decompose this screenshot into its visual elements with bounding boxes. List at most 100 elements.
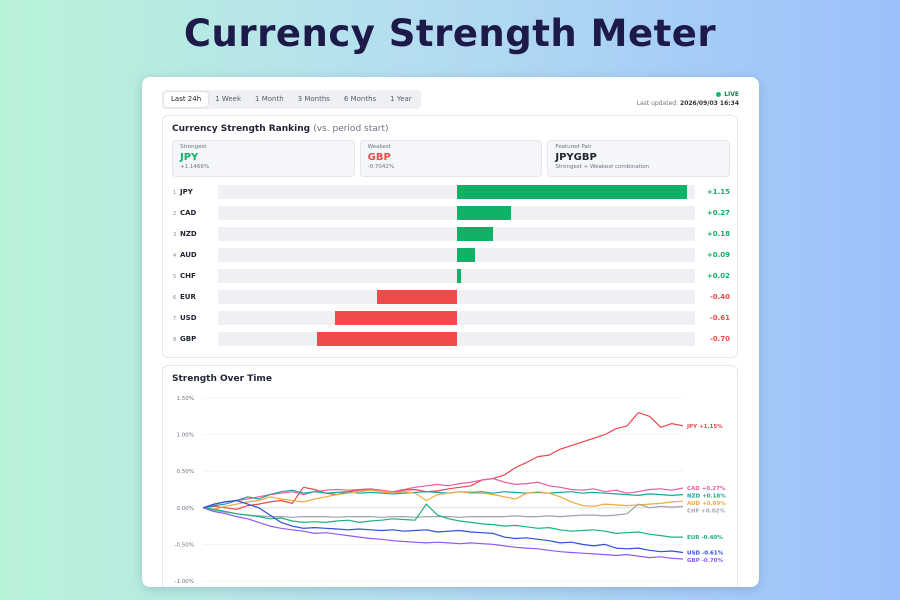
y-tick-label: -1.00% xyxy=(175,579,194,585)
rank-number: 3 xyxy=(173,232,177,238)
rank-number: 2 xyxy=(173,211,177,217)
series-end-label-cad: CAD +0.27% xyxy=(687,486,726,492)
rank-bar-gbp xyxy=(316,332,457,346)
weakest-change: -0.7042% xyxy=(367,164,395,170)
rank-row-nzd: 3 NZD +0.18 xyxy=(172,226,730,247)
live-indicator: LIVE xyxy=(637,91,739,98)
rank-row-cad: 2 CAD +0.27 xyxy=(172,205,730,226)
live-dot-icon xyxy=(716,92,722,97)
series-end-label-chf: CHF +0.02% xyxy=(687,509,725,515)
rank-currency: CAD xyxy=(180,209,197,217)
series-line-nzd[interactable] xyxy=(202,489,684,509)
rank-row-gbp: 8 GBP -0.70 xyxy=(172,331,730,352)
tab-3-months[interactable]: 3 Months xyxy=(297,95,330,103)
strength-chart-card: Strength Over Time 1.50% 1.00% 0.50% 0.00% -… xyxy=(162,365,738,587)
rank-number: 7 xyxy=(173,316,177,322)
series-line-usd[interactable] xyxy=(202,499,684,554)
strongest-box: Strongest JPY +1.1466% xyxy=(172,140,355,177)
y-tick-label: 1.50% xyxy=(177,396,194,402)
rank-bar-track xyxy=(218,269,695,283)
rank-number: 8 xyxy=(173,337,177,343)
y-tick-label: 0.50% xyxy=(177,469,194,475)
rank-currency: NZD xyxy=(180,230,197,238)
rank-bar-jpy xyxy=(456,185,687,199)
y-tick-label: 0.00% xyxy=(177,506,194,512)
rank-currency: GBP xyxy=(180,335,197,343)
rank-value: +0.09 xyxy=(706,251,730,259)
series-line-eur[interactable] xyxy=(202,503,683,538)
strongest-change: +1.1466% xyxy=(180,164,210,170)
period-tabs: Last 24h 1 Week 1 Month 3 Months 6 Month… xyxy=(162,90,421,109)
rank-number: 6 xyxy=(173,295,177,301)
rank-bar-eur xyxy=(376,290,457,304)
tab-last-24h[interactable]: Last 24h xyxy=(164,92,209,107)
ranking-list: 1 JPY +1.15 2 CAD +0.27 3 NZD +0.18 4 AUD +0.09 5 CHF… xyxy=(172,184,730,352)
rank-currency: CHF xyxy=(180,272,196,280)
ranking-title-text: Currency Strength Ranking xyxy=(172,124,311,134)
rank-row-eur: 6 EUR -0.40 xyxy=(172,289,730,310)
tab-6-months[interactable]: 6 Months xyxy=(343,95,377,103)
rank-row-usd: 7 USD -0.61 xyxy=(172,310,730,331)
featured-label: Featured Pair xyxy=(555,144,592,150)
rank-bar-track xyxy=(218,206,695,220)
series-line-chf[interactable] xyxy=(202,503,684,518)
series-end-label-nzd: NZD +0.18% xyxy=(687,494,726,500)
rank-value: -0.61 xyxy=(709,314,730,322)
summary-boxes: Strongest JPY +1.1466% Weakest GBP -0.70… xyxy=(172,140,731,177)
rank-bar-track xyxy=(218,185,695,199)
series-line-jpy[interactable] xyxy=(202,411,684,510)
rank-currency: EUR xyxy=(180,293,196,301)
rank-bar-nzd xyxy=(456,227,493,241)
rank-bar-cad xyxy=(456,206,511,220)
status-area: LIVE Last updated: 2026/09/03 16:34 xyxy=(637,91,739,107)
series-line-gbp[interactable] xyxy=(202,507,684,560)
rank-value: -0.70 xyxy=(709,335,730,343)
rank-number: 1 xyxy=(173,190,177,196)
y-tick-label: -0.50% xyxy=(175,542,194,548)
rank-row-jpy: 1 JPY +1.15 xyxy=(172,184,730,205)
weakest-box: Weakest GBP -0.7042% xyxy=(359,140,543,177)
rank-bar-track xyxy=(218,290,695,304)
rank-number: 4 xyxy=(173,253,177,259)
series-end-label-aud: AUD +0.09% xyxy=(687,501,726,507)
strongest-label: Strongest xyxy=(180,144,207,150)
dashboard-panel: Last 24h 1 Week 1 Month 3 Months 6 Month… xyxy=(142,77,759,587)
series-end-label-jpy: JPY +1.15% xyxy=(686,424,723,430)
strength-line-chart: 1.50% 1.00% 0.50% 0.00% -0.50% -1.00% JPY +1.1… xyxy=(175,396,727,585)
strongest-code: JPY xyxy=(180,152,199,163)
rank-value: +0.18 xyxy=(706,230,730,238)
featured-code: JPYGBP xyxy=(555,152,597,163)
rank-currency: JPY xyxy=(180,188,193,196)
rank-value: +1.15 xyxy=(706,188,730,196)
rank-number: 5 xyxy=(173,274,177,280)
rank-row-aud: 4 AUD +0.09 xyxy=(172,247,730,268)
ranking-subtitle: (vs. period start) xyxy=(313,124,389,134)
rank-bar-track xyxy=(218,227,695,241)
rank-bar-aud xyxy=(456,248,475,262)
tab-1-month[interactable]: 1 Month xyxy=(255,95,284,103)
series-line-cad[interactable] xyxy=(202,477,684,509)
last-updated: Last updated: 2026/09/03 16:34 xyxy=(637,100,739,107)
rank-bar-chf xyxy=(456,269,461,283)
tab-1-week[interactable]: 1 Week xyxy=(215,95,242,103)
chart-title: Strength Over Time xyxy=(172,374,272,384)
page-title: Currency Strength Meter xyxy=(183,12,717,55)
rank-bar-track xyxy=(218,311,695,325)
rank-value: +0.02 xyxy=(706,272,730,280)
series-line-aud[interactable] xyxy=(202,489,684,510)
ranking-card: Currency Strength Ranking (vs. period st… xyxy=(162,115,738,358)
rank-bar-track xyxy=(218,332,695,346)
rank-currency: AUD xyxy=(180,251,197,259)
last-updated-label: Last updated: xyxy=(636,100,679,107)
featured-pair-box[interactable]: Featured Pair JPYGBP Strongest + Weakest… xyxy=(547,140,731,177)
rank-currency: USD xyxy=(180,314,197,322)
live-label: LIVE xyxy=(724,91,739,98)
rank-bar-track xyxy=(218,248,695,262)
rank-value: -0.40 xyxy=(709,293,730,301)
rank-value: +0.27 xyxy=(706,209,730,217)
last-updated-value: 2026/09/03 16:34 xyxy=(680,100,739,107)
featured-note: Strongest + Weakest combination xyxy=(555,164,650,170)
tab-1-year[interactable]: 1 Year xyxy=(390,95,412,103)
series-end-label-gbp: GBP -0.70% xyxy=(687,558,724,564)
ranking-title: Currency Strength Ranking (vs. period st… xyxy=(172,124,389,134)
